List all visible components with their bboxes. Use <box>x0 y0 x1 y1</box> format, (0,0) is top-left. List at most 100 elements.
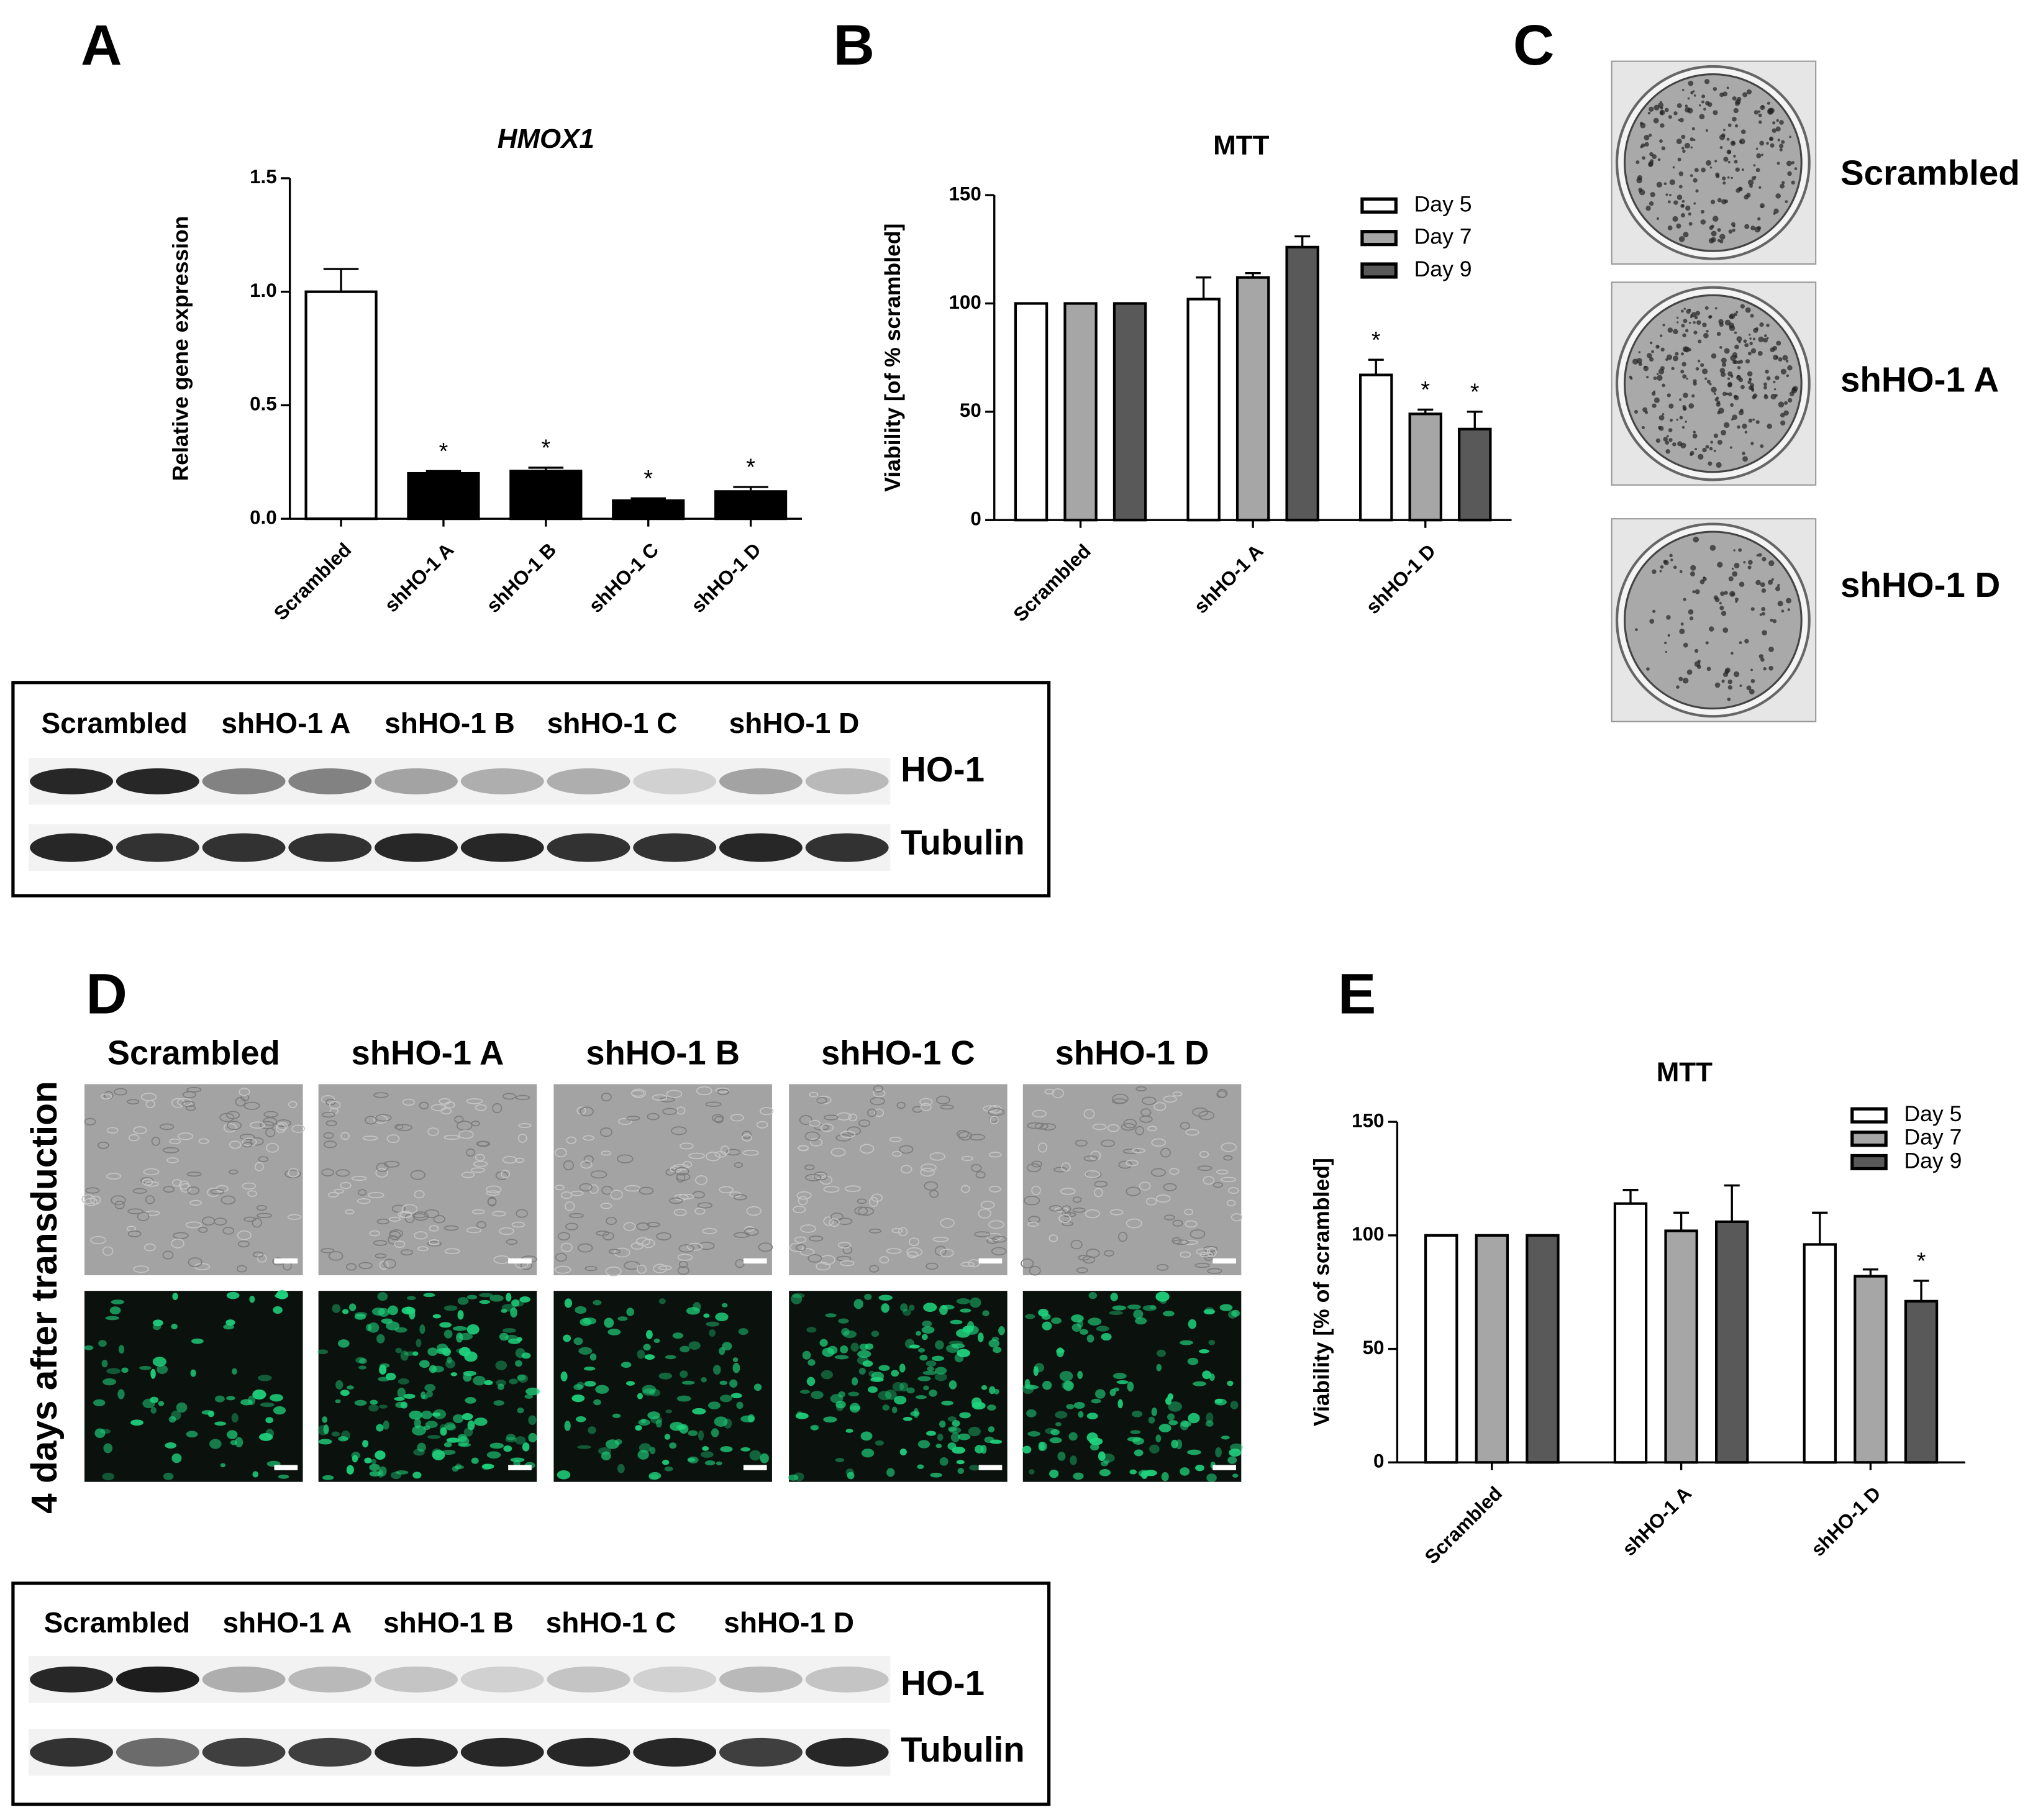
band <box>633 833 717 862</box>
colony <box>1662 413 1665 416</box>
cell <box>1109 1209 1124 1216</box>
gfp-cell <box>444 1442 452 1447</box>
gfp-cell <box>688 1341 701 1350</box>
gfp-cell <box>1080 1329 1088 1335</box>
colony <box>1720 591 1725 596</box>
gfp-cell <box>760 1453 769 1463</box>
colony <box>1704 377 1708 380</box>
gfp-cell <box>342 1309 349 1314</box>
gfp-cell <box>834 1355 849 1360</box>
gfp-cell <box>1180 1467 1190 1476</box>
cell <box>569 1213 584 1219</box>
colony <box>1693 90 1695 93</box>
cell <box>252 1217 262 1228</box>
cell <box>106 1173 121 1180</box>
colony <box>1709 545 1716 551</box>
dish-inner <box>1624 73 1803 252</box>
cell <box>956 1129 969 1139</box>
chart-title: HMOX1 <box>498 124 594 154</box>
colony <box>1782 355 1788 361</box>
gfp-cell <box>1027 1431 1040 1437</box>
colony <box>1734 598 1739 601</box>
cell <box>511 1221 525 1228</box>
cell <box>926 1262 939 1270</box>
cell <box>1118 1160 1132 1169</box>
cell <box>171 1179 182 1187</box>
gfp-cell <box>935 1444 942 1449</box>
colony <box>1683 232 1689 238</box>
legend-label: Day 5 <box>1414 191 1472 216</box>
gfp-cell <box>589 1353 597 1361</box>
band <box>288 768 372 794</box>
colony <box>1693 139 1696 142</box>
cell <box>516 1094 530 1101</box>
colony <box>1746 193 1751 198</box>
gfp-cell <box>1205 1420 1214 1427</box>
gfp-cell <box>158 1401 165 1406</box>
gfp-cell <box>273 1406 286 1415</box>
cell <box>1062 1205 1071 1213</box>
gfp-cell <box>886 1468 895 1477</box>
colony <box>1713 110 1718 116</box>
colony <box>1702 322 1707 327</box>
colony <box>1766 142 1769 145</box>
cell <box>260 1121 275 1129</box>
gfp-cell <box>947 1416 957 1422</box>
cell <box>1060 1188 1076 1195</box>
cell <box>565 1222 578 1231</box>
gfp-cell <box>1156 1349 1166 1357</box>
colony <box>1680 622 1684 626</box>
panel-label: C <box>1513 13 1554 77</box>
colony <box>1681 147 1685 150</box>
gfp-cell <box>669 1442 677 1449</box>
legend-label: Day 7 <box>1904 1125 1962 1150</box>
colony <box>1717 228 1721 232</box>
gfp-cell <box>903 1416 912 1421</box>
cell <box>742 1150 759 1156</box>
gfp-cell <box>573 1384 583 1390</box>
cell <box>837 1217 853 1226</box>
gfp-cell <box>157 1365 168 1375</box>
gfp-cell <box>639 1443 652 1453</box>
colony <box>1737 425 1740 429</box>
gfp-cell <box>1167 1413 1175 1421</box>
gfp-cell <box>598 1447 612 1455</box>
cell <box>492 1103 503 1114</box>
gfp-cell <box>419 1360 430 1368</box>
cell <box>1150 1168 1167 1177</box>
cell <box>128 1134 140 1142</box>
cell <box>809 1091 819 1098</box>
gfp-cell <box>486 1451 501 1459</box>
colony <box>1655 438 1661 444</box>
colony <box>1652 403 1657 408</box>
bar <box>1475 1234 1509 1464</box>
cell <box>601 1186 613 1195</box>
colony <box>1658 368 1665 375</box>
cell <box>143 1168 160 1176</box>
colony <box>1744 430 1748 434</box>
colony <box>1706 329 1709 333</box>
y-tick-label: 100 <box>948 291 981 313</box>
colony <box>1646 667 1650 671</box>
colony <box>1692 434 1698 439</box>
colony <box>1754 110 1759 115</box>
gfp-cell <box>404 1351 418 1356</box>
cell <box>1226 1199 1236 1207</box>
gfp-cell <box>713 1365 721 1375</box>
colony <box>1662 383 1666 388</box>
colony <box>1758 120 1762 124</box>
gfp-cell <box>1086 1432 1098 1443</box>
gfp-cell <box>1187 1357 1199 1365</box>
colony <box>1721 357 1727 363</box>
cell <box>1123 1119 1137 1129</box>
gfp-cell <box>859 1344 869 1350</box>
cell <box>666 1090 683 1098</box>
colony <box>1763 667 1767 671</box>
colony <box>1687 97 1690 100</box>
colony <box>1714 307 1717 310</box>
lane-label: shHO-1 B <box>383 1606 514 1639</box>
gfp-cell <box>432 1450 445 1460</box>
gfp-cell <box>439 1424 447 1431</box>
gfp-cell <box>950 1432 960 1443</box>
band <box>460 768 544 794</box>
